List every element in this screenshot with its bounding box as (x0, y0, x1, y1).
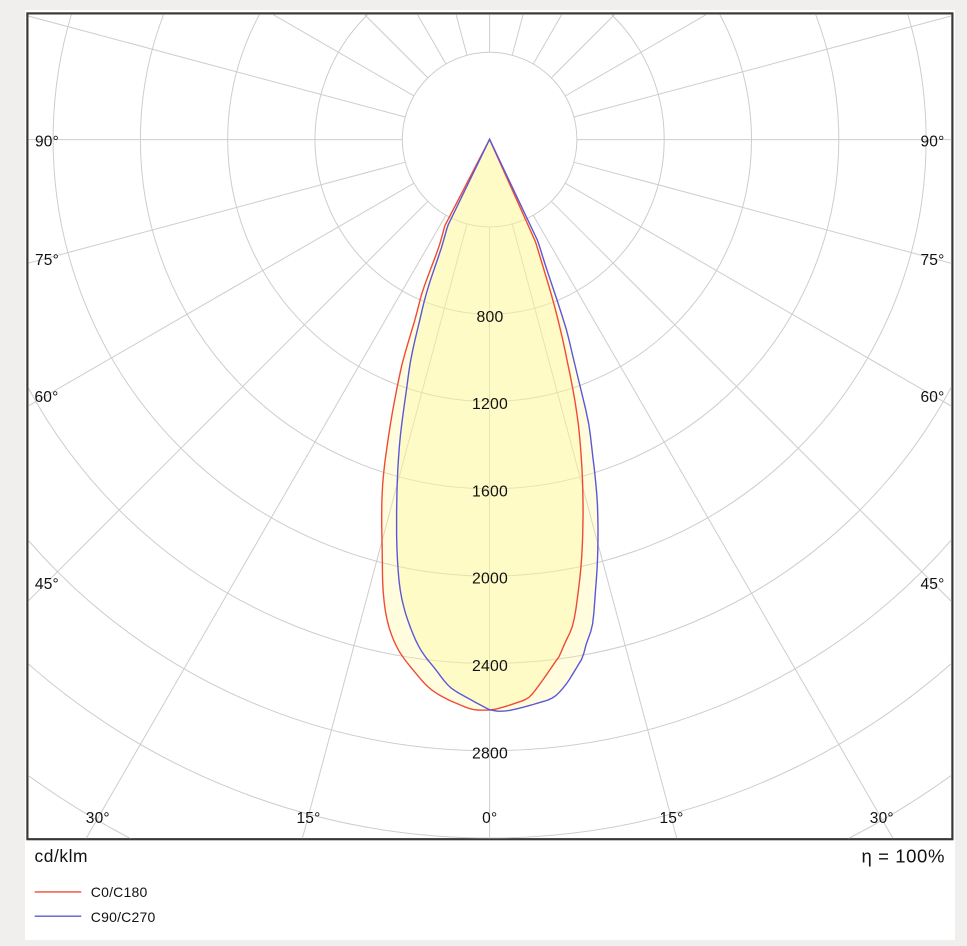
svg-text:60°: 60° (34, 389, 58, 406)
svg-text:90°: 90° (35, 134, 59, 151)
svg-text:15°: 15° (296, 810, 320, 827)
svg-text:1200: 1200 (472, 396, 508, 413)
svg-text:2800: 2800 (472, 745, 508, 762)
svg-text:C0/C180: C0/C180 (91, 884, 148, 900)
svg-text:45°: 45° (35, 576, 59, 593)
svg-text:1600: 1600 (472, 483, 508, 500)
svg-text:30°: 30° (870, 810, 894, 827)
svg-text:cd/klm: cd/klm (35, 846, 89, 866)
svg-text:60°: 60° (920, 389, 944, 406)
svg-text:75°: 75° (35, 252, 59, 269)
svg-text:30°: 30° (86, 810, 110, 827)
svg-text:15°: 15° (659, 810, 683, 827)
svg-text:2400: 2400 (472, 658, 508, 675)
svg-text:45°: 45° (920, 576, 944, 593)
svg-text:η = 100%: η = 100% (862, 846, 946, 867)
svg-text:75°: 75° (920, 252, 944, 269)
svg-text:800: 800 (477, 309, 504, 326)
svg-text:2000: 2000 (472, 571, 508, 588)
svg-text:C90/C270: C90/C270 (91, 909, 156, 925)
svg-text:90°: 90° (920, 134, 944, 151)
svg-text:0°: 0° (482, 810, 497, 827)
